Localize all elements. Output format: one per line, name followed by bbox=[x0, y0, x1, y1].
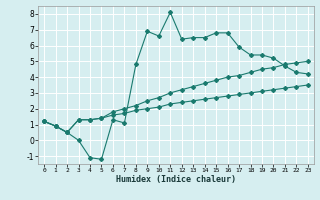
X-axis label: Humidex (Indice chaleur): Humidex (Indice chaleur) bbox=[116, 175, 236, 184]
